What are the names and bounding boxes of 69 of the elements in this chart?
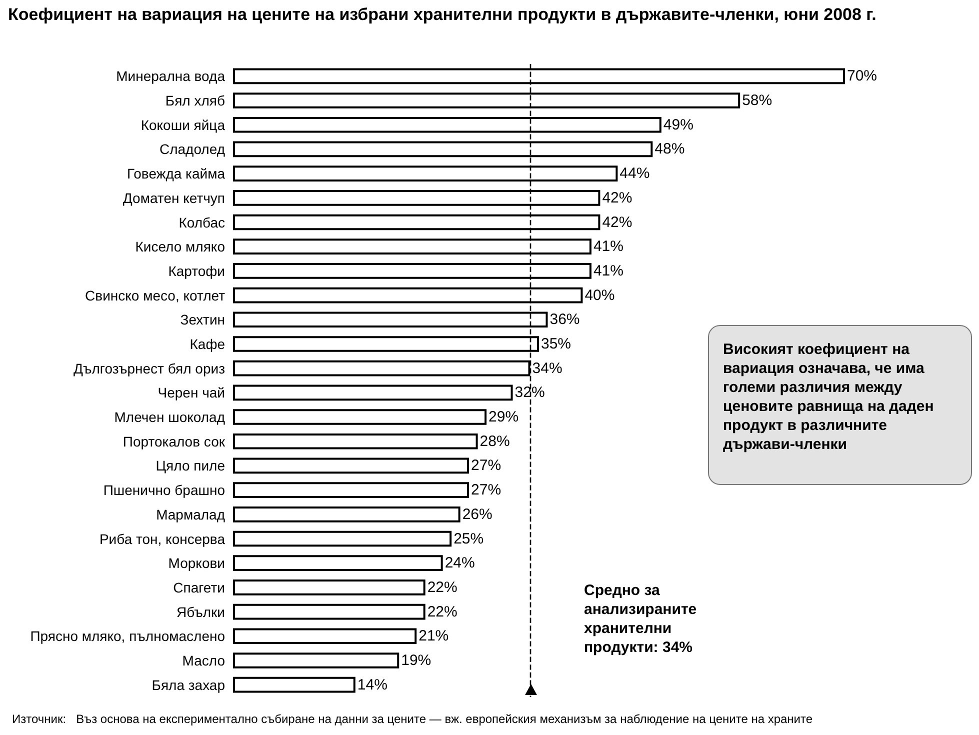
callout-box: Високият коефициент на вариация означава, че има големи различия между ценовите равнища на даден продукт в различните държави-членки (708, 325, 972, 485)
y-tick-label: Моркови (168, 555, 225, 572)
data-label: 24% (444, 554, 475, 572)
data-label: 29% (488, 408, 519, 426)
y-tick-label: Черен чай (158, 384, 225, 401)
data-label: 41% (593, 238, 624, 256)
data-label: 34% (532, 360, 562, 377)
data-label: 49% (663, 116, 694, 134)
data-label: 27% (471, 457, 502, 474)
y-tick-label: Доматен кетчуп (122, 190, 225, 206)
y-tick-label: Картофи (168, 262, 225, 279)
bar (233, 652, 400, 668)
y-tick-label: Свинско месо, котлет (85, 287, 226, 304)
bar (233, 604, 426, 620)
y-tick-label: Дългозърнест бял ориз (74, 360, 225, 376)
y-tick-label: Говежда кайма (127, 166, 226, 182)
data-label: 70% (847, 68, 878, 85)
data-label: 35% (541, 335, 572, 352)
y-tick-label: Прясно мляко, пълномаслено (30, 628, 226, 644)
y-tick-label: Спагети (173, 579, 225, 596)
y-tick-label: Бял хляб (165, 92, 225, 109)
y-tick-label: Цяло пиле (156, 458, 226, 474)
data-label: 27% (471, 482, 502, 499)
data-label: 42% (602, 189, 632, 206)
y-tick-label: Кисело мляко (135, 238, 226, 255)
bar (233, 555, 443, 572)
y-tick-label: Минерална вода (116, 68, 226, 84)
data-label: 58% (742, 92, 772, 110)
y-tick-label: Портокалов сок (122, 433, 226, 450)
y-tick-label: Риба тон, консерва (99, 530, 226, 547)
bar (233, 433, 478, 450)
data-label: 40% (584, 286, 615, 304)
data-label: 19% (401, 652, 432, 669)
data-label: 25% (454, 530, 484, 548)
y-tick-label: Кокоши яйца (140, 116, 226, 133)
y-tick-label: Кафе (190, 336, 226, 352)
data-label: 28% (480, 432, 510, 450)
data-label: 32% (514, 384, 545, 402)
data-label: 22% (427, 578, 458, 596)
y-tick-label: Колбас (178, 214, 225, 230)
bar (233, 628, 417, 644)
bar (233, 530, 452, 547)
bar (233, 506, 460, 522)
data-label: 44% (620, 165, 650, 182)
y-tick-label: Бяла захар (152, 676, 226, 693)
bar (233, 580, 426, 596)
data-label: 41% (593, 262, 624, 280)
ref-line-label: Средно за анализираните хранителни продукти: 34% (584, 581, 698, 657)
data-label: 14% (357, 676, 388, 694)
y-tick-label: Зехтин (180, 312, 225, 328)
y-tick-label: Млечен шоколад (114, 409, 225, 426)
data-label: 36% (550, 311, 580, 328)
y-tick-label: Масло (182, 652, 226, 668)
y-tick-label: Ябълки (176, 604, 225, 620)
bar (233, 458, 470, 474)
text: Източник: Въз основа на експериментално събиране на данни за цените — вж. европейския механизъм за наблюдение на цените на храните (12, 712, 813, 726)
y-tick-label: Мармалад (156, 506, 225, 522)
chart-title: Коефициент на вариация на цените на избрани хранителни продукти в държавите-членки, юни 2008 г. (8, 4, 878, 25)
bar (233, 409, 487, 425)
bar (233, 482, 470, 498)
data-label: 21% (418, 628, 449, 645)
y-tick-label: Сладолед (159, 141, 225, 158)
data-label: 42% (602, 214, 632, 231)
data-label: 26% (462, 506, 492, 523)
data-label: 48% (654, 140, 685, 158)
bar (233, 384, 513, 401)
y-tick-label: Пшенично брашно (103, 482, 226, 498)
data-label: 22% (427, 603, 458, 620)
bar (233, 676, 356, 693)
